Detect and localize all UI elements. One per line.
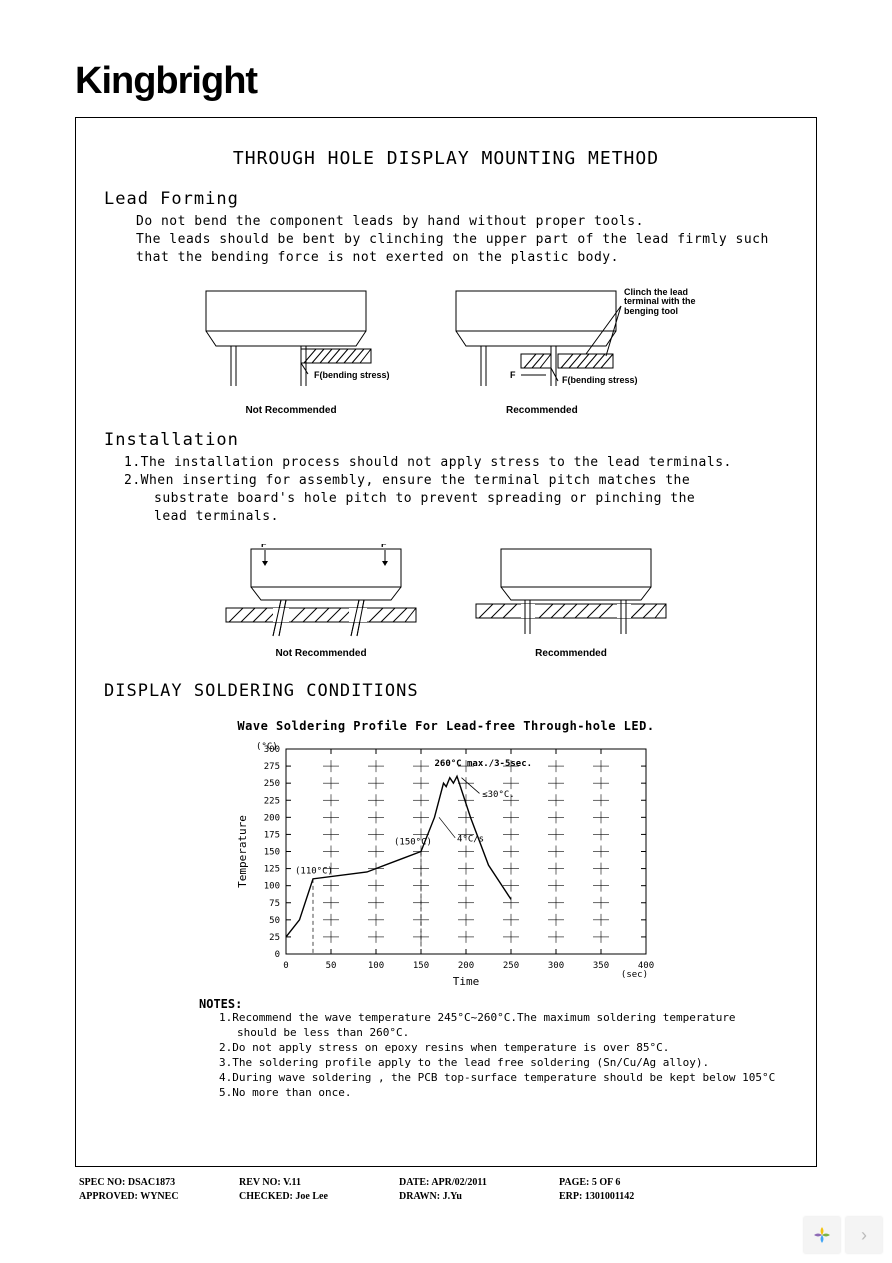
footer-drawn: DRAWN: J.Yu xyxy=(399,1191,559,1202)
diagram-install-good xyxy=(471,544,671,639)
note-4: 4.During wave soldering , the PCB top-su… xyxy=(219,1071,788,1086)
svg-text:0: 0 xyxy=(275,950,280,960)
svg-text:125: 125 xyxy=(264,865,280,875)
svg-text:150: 150 xyxy=(264,848,280,858)
svg-text:300: 300 xyxy=(548,961,564,971)
chevron-right-icon: › xyxy=(861,1225,867,1246)
note-2: 2.Do not apply stress on epoxy resins wh… xyxy=(219,1041,788,1056)
brand-logo: Kingbright xyxy=(75,60,817,103)
svg-text:175: 175 xyxy=(264,831,280,841)
svg-text:(°C): (°C) xyxy=(256,742,278,752)
caption-not-recommended-1: Not Recommended xyxy=(186,405,396,416)
svg-text:100: 100 xyxy=(368,961,384,971)
footer-spec: SPEC NO: DSAC1873 xyxy=(79,1177,239,1188)
note-1b: should be less than 260°C. xyxy=(237,1026,788,1041)
installation-diagrams: F F Not Recommended xyxy=(104,544,788,659)
diagram-leadform-bad: F(bending stress) xyxy=(186,286,396,396)
svg-text:(150°C): (150°C) xyxy=(394,838,432,848)
next-page-button[interactable]: › xyxy=(846,1217,882,1253)
svg-text:250: 250 xyxy=(503,961,519,971)
svg-text:275: 275 xyxy=(264,762,280,772)
footer-checked: CHECKED: Joe Lee xyxy=(239,1191,399,1202)
svg-text:50: 50 xyxy=(326,961,337,971)
f-right: F xyxy=(381,544,387,549)
f-left: F xyxy=(261,544,267,549)
soldering-chart-wrap: 0 25 50 75 100 125 150 175 200 225 250 275 300 0 50 100… xyxy=(104,739,788,989)
install-2c: lead terminals. xyxy=(154,508,788,526)
installation-heading: Installation xyxy=(104,430,788,450)
app-logo-icon[interactable] xyxy=(804,1217,840,1253)
note-1a: 1.Recommend the wave temperature 245°C~2… xyxy=(219,1011,788,1026)
svg-text:350: 350 xyxy=(593,961,609,971)
clinch-note: Clinch the lead terminal with the bengin… xyxy=(624,288,714,318)
install-1: 1.The installation process should not ap… xyxy=(124,454,788,472)
svg-text:(110°C): (110°C) xyxy=(295,867,333,877)
notes-heading: NOTES: xyxy=(199,997,788,1011)
f-bending-label-1: F(bending stress) xyxy=(314,370,390,380)
content-frame: THROUGH HOLE DISPLAY MOUNTING METHOD Lea… xyxy=(75,117,817,1167)
caption-not-recommended-2: Not Recommended xyxy=(221,648,421,659)
chart-title: Wave Soldering Profile For Lead-free Thr… xyxy=(104,719,788,733)
footer-rev: REV NO: V.11 xyxy=(239,1177,399,1188)
footer-approved: APPROVED: WYNEC xyxy=(79,1191,239,1202)
svg-text:(sec): (sec) xyxy=(621,970,648,980)
svg-text:150: 150 xyxy=(413,961,429,971)
lead-forming-p2: The leads should be bent by clinching th… xyxy=(136,231,778,267)
footer-page: PAGE: 5 OF 6 xyxy=(559,1177,719,1188)
svg-text:4°C/s: 4°C/s xyxy=(457,835,484,845)
note-5: 5.No more than once. xyxy=(219,1086,788,1101)
svg-text:100: 100 xyxy=(264,882,280,892)
f-bending-label-2: F(bending stress) xyxy=(562,375,638,385)
svg-text:Time: Time xyxy=(453,975,480,988)
lead-forming-p1: Do not bend the component leads by hand … xyxy=(136,213,778,231)
svg-text:≤30°C.: ≤30°C. xyxy=(482,790,515,800)
svg-text:0: 0 xyxy=(283,961,288,971)
svg-text:200: 200 xyxy=(458,961,474,971)
f-label: F xyxy=(510,370,516,380)
soldering-chart: 0 25 50 75 100 125 150 175 200 225 250 275 300 0 50 100… xyxy=(231,739,661,989)
install-2b: substrate board's hole pitch to prevent … xyxy=(154,490,788,508)
svg-text:250: 250 xyxy=(264,779,280,789)
caption-recommended-1: Recommended xyxy=(506,405,706,416)
svg-text:260°C max./3-5sec.: 260°C max./3-5sec. xyxy=(435,759,533,769)
page-title: THROUGH HOLE DISPLAY MOUNTING METHOD xyxy=(104,148,788,169)
footer-date: DATE: APR/02/2011 xyxy=(399,1177,559,1188)
install-2a: 2.When inserting for assembly, ensure th… xyxy=(124,472,788,490)
svg-text:75: 75 xyxy=(269,899,280,909)
note-3: 3.The soldering profile apply to the lea… xyxy=(219,1056,788,1071)
lead-forming-heading: Lead Forming xyxy=(104,189,788,209)
footer: SPEC NO: DSAC1873 REV NO: V.11 DATE: APR… xyxy=(75,1177,817,1202)
svg-text:Temperature: Temperature xyxy=(236,815,249,888)
svg-text:200: 200 xyxy=(264,814,280,824)
nav-controls: › xyxy=(804,1217,882,1253)
diagram-install-bad: F F xyxy=(221,544,421,639)
lead-forming-diagrams: F(bending stress) Not Recommended xyxy=(104,286,788,416)
svg-text:25: 25 xyxy=(269,933,280,943)
svg-text:225: 225 xyxy=(264,797,280,807)
soldering-heading: DISPLAY SOLDERING CONDITIONS xyxy=(104,681,788,701)
svg-text:50: 50 xyxy=(269,916,280,926)
footer-erp: ERP: 1301001142 xyxy=(559,1191,719,1202)
caption-recommended-2: Recommended xyxy=(471,648,671,659)
